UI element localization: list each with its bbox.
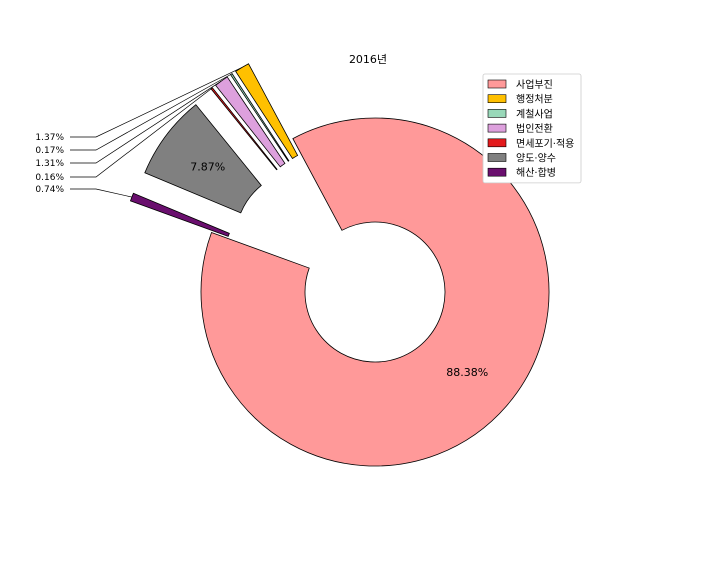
labels-group: 88.38% 7.87% 1.37% 0.17% 1.31% 0.16% 0.74% bbox=[35, 67, 488, 379]
legend-swatch bbox=[487, 94, 507, 103]
legend-label: 행정처분 bbox=[516, 94, 553, 106]
slice-percent-label: 1.31% bbox=[35, 159, 64, 169]
legend-swatch bbox=[487, 79, 507, 89]
legend-label: 계철사업 bbox=[516, 107, 553, 120]
slice-percent-label: 1.37% bbox=[35, 133, 64, 143]
slice-percent-label: 0.17% bbox=[35, 146, 64, 156]
leader-line bbox=[70, 188, 132, 198]
pie-slice bbox=[229, 73, 290, 162]
pie-slice bbox=[235, 63, 299, 160]
legend-label: 양도·양수 bbox=[516, 153, 556, 165]
leader-line bbox=[70, 88, 212, 178]
slices-group bbox=[129, 63, 550, 467]
leader-line bbox=[70, 73, 232, 151]
pie-slice bbox=[129, 192, 230, 237]
slice-percent-label: 0.74% bbox=[35, 185, 64, 195]
slice-percent-label: 88.38% bbox=[446, 366, 488, 379]
pie-slice bbox=[200, 117, 550, 467]
legend-label: 해산·합병 bbox=[516, 166, 556, 179]
legend-swatch bbox=[487, 167, 507, 177]
legend-swatch bbox=[487, 109, 507, 118]
slice-percent-label: 0.16% bbox=[35, 173, 64, 183]
chart-title: 2016년 bbox=[349, 53, 387, 66]
pie-slice bbox=[210, 87, 278, 171]
legend-frame bbox=[482, 73, 582, 184]
leader-line bbox=[70, 80, 222, 164]
slice-percent-label: 7.87% bbox=[190, 161, 225, 174]
leader-line bbox=[70, 67, 243, 138]
legend-swatch bbox=[487, 123, 507, 133]
pie-slice bbox=[215, 76, 286, 168]
pie-slice bbox=[144, 104, 262, 214]
legend-label: 법인전환 bbox=[516, 123, 553, 135]
legend-swatch bbox=[487, 153, 507, 162]
legend-label: 사업부진 bbox=[516, 78, 553, 91]
legend-swatch bbox=[487, 138, 507, 148]
legend-label: 면세포기·적용 bbox=[516, 138, 574, 150]
